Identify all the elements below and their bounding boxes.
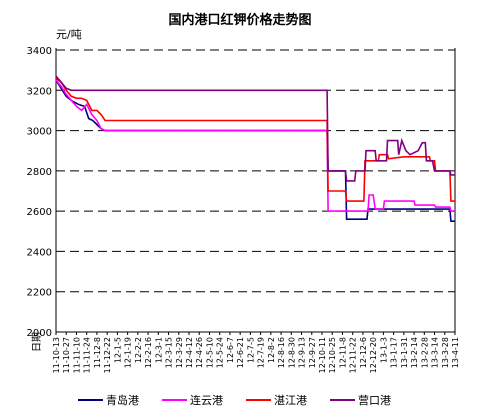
y-tick-label: 2200 <box>27 288 52 299</box>
x-tick-label: 13-1-31 <box>400 337 409 368</box>
x-tick-label: 11-12-8 <box>93 337 102 368</box>
x-tick-label: 11-11-10 <box>72 337 81 373</box>
y-tick-label: 3000 <box>27 127 52 138</box>
x-tick-label: 12-7-19 <box>257 337 266 368</box>
x-tick-label: 12-11-8 <box>338 337 347 368</box>
x-tick-label: 12-3-1 <box>154 337 163 363</box>
x-tick-label: 12-9-27 <box>308 337 317 368</box>
x-tick-label: 11-12-22 <box>103 337 112 373</box>
y-tick-label: 3200 <box>27 86 52 97</box>
series-line-3 <box>55 77 455 202</box>
legend-label: 青岛港 <box>106 393 139 407</box>
x-tick-label: 11-11-24 <box>83 337 92 373</box>
chart-title: 国内港口红钾价格走势图 <box>168 12 311 28</box>
x-tick-label: 12-4-26 <box>195 337 204 368</box>
legend-label: 连云港 <box>190 394 223 407</box>
x-tick-label: 13-1-3 <box>379 337 388 363</box>
x-tick-label: 12-8-2 <box>267 337 276 363</box>
legend: 青岛港 连云港 湛江港 营口港 <box>78 393 391 407</box>
x-tick-label: 12-7-5 <box>246 337 255 363</box>
x-tick-label: 13-2-14 <box>410 337 419 368</box>
y-tick-label: 2600 <box>27 207 52 218</box>
x-axis-ticks: 11-10-13 11-10-27 11-11-10 11-11-24 11-12-8 1… <box>52 332 460 373</box>
x-tick-label: 13-3-14 <box>431 337 440 368</box>
x-tick-label: 13-4-11 <box>451 337 460 368</box>
x-tick-label: 12-8-30 <box>287 337 296 368</box>
x-tick-label: 12-5-24 <box>216 337 225 368</box>
axes <box>55 48 456 333</box>
x-tick-label: 12-3-15 <box>165 337 174 368</box>
x-tick-label: 13-2-28 <box>420 337 429 368</box>
x-tick-label: 12-6-7 <box>226 337 235 363</box>
grid-lines <box>56 49 455 293</box>
series-line-1 <box>55 79 455 222</box>
series-line-4 <box>55 75 455 182</box>
y-axis-ticks: 2000 2200 2400 2600 2800 3000 3200 3400 <box>27 46 52 339</box>
x-tick-label: 12-8-16 <box>277 337 286 368</box>
x-tick-label: 12-10-11 <box>318 337 327 373</box>
x-axis-label: 日期 <box>31 332 43 352</box>
x-tick-label: 13-3-28 <box>441 337 450 368</box>
y-tick-label: 2000 <box>27 328 52 339</box>
x-tick-label: 12-10-25 <box>328 337 337 373</box>
x-tick-label: 12-12-6 <box>359 337 368 368</box>
x-tick-label: 12-5-10 <box>205 337 214 368</box>
series-lines <box>55 75 455 222</box>
y-axis-unit: 元/吨 <box>56 28 82 41</box>
x-tick-label: 12-9-13 <box>298 337 307 368</box>
x-tick-label: 12-4-12 <box>185 337 194 368</box>
x-tick-label: 12-1-5 <box>113 337 122 363</box>
x-tick-label: 11-10-13 <box>52 337 61 373</box>
legend-label: 湛江港 <box>274 394 307 407</box>
x-tick-label: 12-6-21 <box>236 337 245 368</box>
y-tick-label: 2800 <box>27 167 52 178</box>
x-tick-label: 12-12-20 <box>369 337 378 373</box>
x-tick-label: 12-3-29 <box>175 337 184 368</box>
series-line-2 <box>55 79 455 212</box>
x-tick-label: 12-11-22 <box>349 337 358 373</box>
legend-label: 营口港 <box>358 393 391 407</box>
x-tick-label: 11-10-27 <box>62 337 71 373</box>
x-tick-label: 12-2-2 <box>134 337 143 363</box>
x-tick-label: 12-1-19 <box>124 337 133 368</box>
x-tick-label: 13-1-17 <box>390 337 399 368</box>
y-tick-label: 3400 <box>27 46 52 57</box>
x-tick-label: 12-2-16 <box>144 337 153 368</box>
y-tick-label: 2400 <box>27 247 52 258</box>
